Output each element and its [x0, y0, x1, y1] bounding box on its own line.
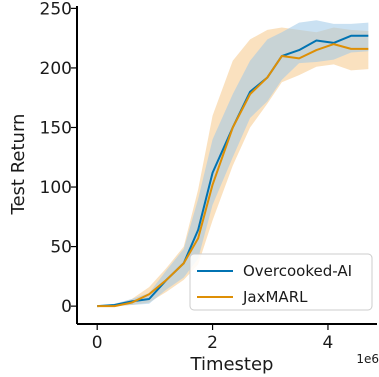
y-tick-label: 100: [40, 178, 72, 198]
legend-box: [189, 253, 373, 311]
series-lines: [97, 34, 369, 308]
x-tick-label: 0: [92, 333, 103, 353]
y-tick-label: 250: [40, 0, 72, 19]
y-tick-label: 0: [61, 297, 72, 317]
x-tick-label: 4: [323, 333, 334, 353]
y-ticks: 0 50 100 150 200 250: [40, 0, 77, 317]
legend: Overcooked-AI JaxMARL: [189, 253, 373, 311]
legend-label: JaxMARL: [242, 288, 308, 306]
x-tick-label: 2: [207, 333, 218, 353]
x-axis-offset-label: 1e6: [356, 352, 379, 366]
band-overcooked-ai: [97, 20, 369, 307]
y-tick-label: 50: [50, 238, 72, 258]
legend-label: Overcooked-AI: [243, 262, 352, 280]
y-axis-label: Test Return: [8, 114, 29, 216]
y-tick-label: 200: [40, 59, 72, 79]
x-axis-label: Timestep: [190, 354, 274, 375]
confidence-bands: [97, 20, 369, 307]
axes: [76, 6, 377, 325]
series-line-jaxmarl: [97, 43, 369, 308]
y-tick-label: 150: [40, 118, 72, 138]
x-ticks: 0 2 4: [92, 324, 334, 353]
